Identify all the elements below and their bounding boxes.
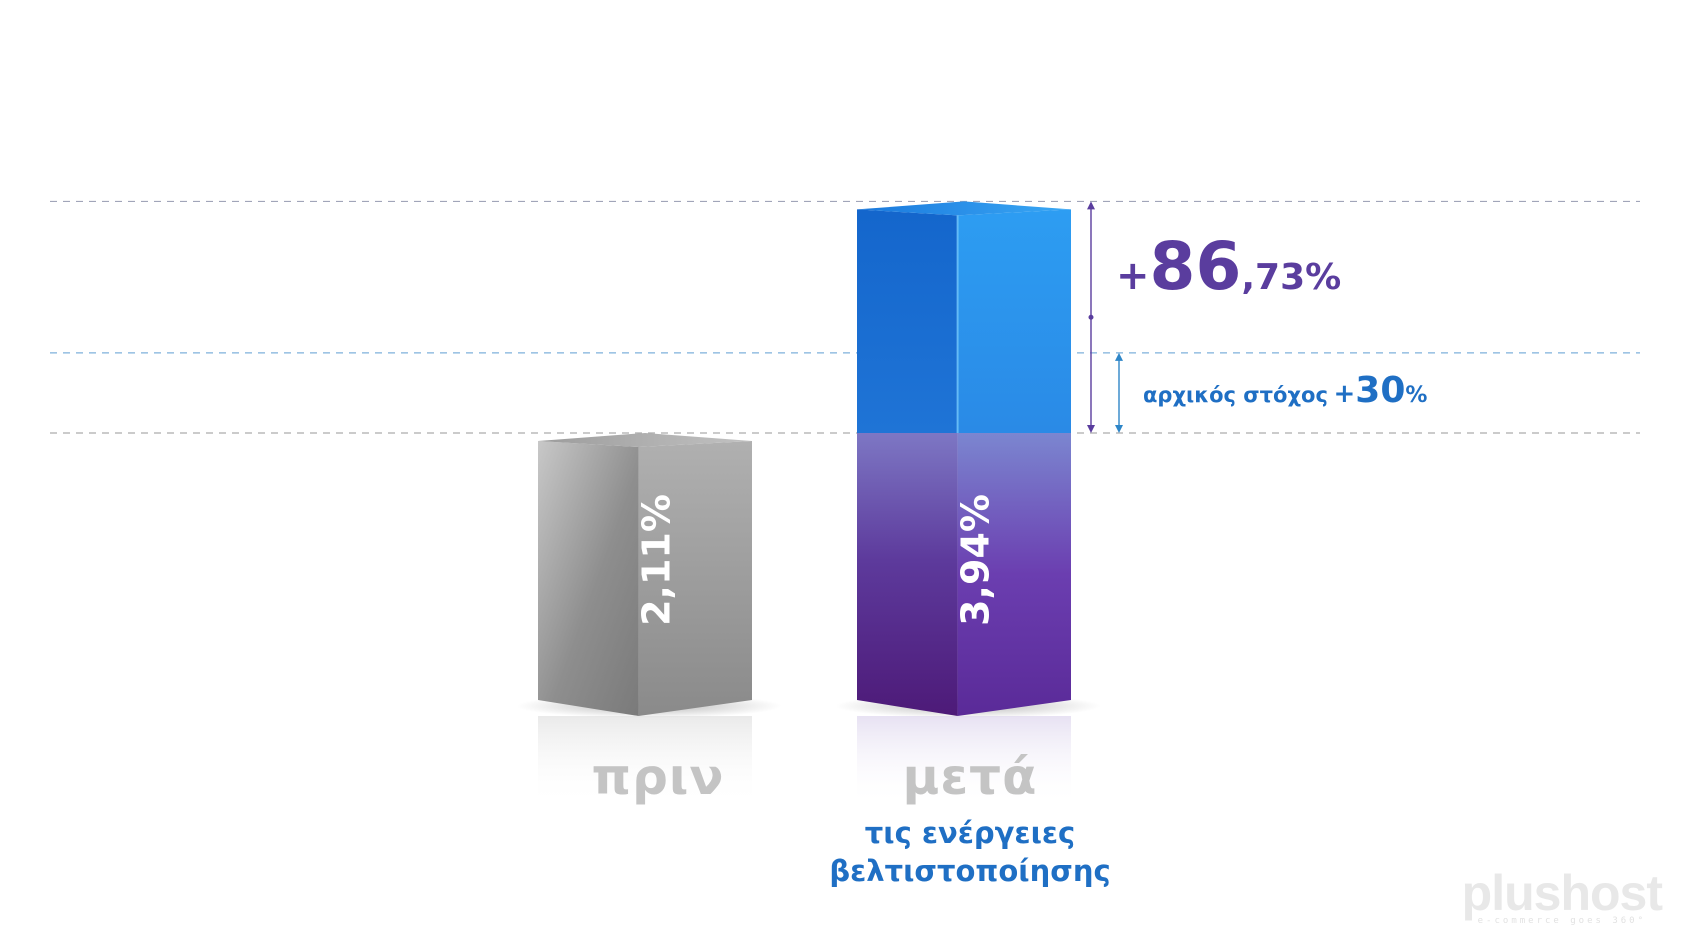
- bar-before: [516, 433, 782, 806]
- bar-reflection-after: [857, 716, 1071, 806]
- plushost-logo: plushost e-commerce goes 360°: [1461, 865, 1663, 926]
- bracket-goal-arrow-down: [1115, 425, 1123, 433]
- increase-decimal: ,73%: [1241, 257, 1342, 298]
- goal-text: αρχικός στόχος: [1143, 383, 1328, 407]
- reference-lines: [50, 200, 1640, 434]
- value-label-before: 2,11%: [635, 494, 679, 626]
- bar-face-right-after-base: [957, 433, 1071, 716]
- value-labels: 2,11% 3,94%: [635, 494, 998, 626]
- bracket-goal: [1115, 352, 1123, 433]
- goal-annotation: αρχικός στόχος +30%: [1143, 370, 1427, 411]
- category-label-before: πριν: [591, 748, 725, 806]
- goal-sign: +: [1333, 379, 1356, 409]
- category-label-after: μετά: [902, 748, 1038, 806]
- increase-integer: 86: [1149, 228, 1242, 305]
- logo-wordmark: plushost: [1461, 865, 1663, 921]
- bar-face-top-after: [857, 201, 1071, 216]
- bar-face-right-after-gain: [957, 209, 1071, 433]
- increase-annotation: +86,73%: [1116, 228, 1341, 305]
- bar-face-top-before: [538, 433, 752, 447]
- bracket-increase-arrow-up: [1087, 201, 1095, 210]
- logo-tagline: e-commerce goes 360°: [1477, 916, 1647, 926]
- bar-face-right-before: [638, 441, 752, 716]
- category-sublabel-after: τις ενέργειες βελτιστοποίησης: [790, 814, 1150, 890]
- value-label-after: 3,94%: [954, 494, 998, 626]
- increase-sign: +: [1116, 253, 1150, 299]
- sublabel-line-2: βελτιστοποίησης: [829, 854, 1111, 888]
- gridlines: [60, 85, 1630, 715]
- bracket-increase-dot: [1088, 314, 1094, 320]
- goal-number: 30: [1355, 370, 1406, 411]
- bar-face-left-after-gain: [857, 209, 958, 433]
- annotation-brackets: [1087, 201, 1123, 433]
- bars: [516, 201, 1101, 806]
- bar-face-left-before: [538, 441, 639, 716]
- bracket-goal-arrow-up: [1115, 352, 1123, 361]
- bracket-increase-arrow-down: [1087, 425, 1095, 433]
- sublabel-line-1: τις ενέργειες: [864, 816, 1076, 850]
- bar-face-left-after-base: [857, 433, 958, 716]
- goal-unit: %: [1405, 383, 1428, 408]
- bar-reflection-before: [538, 716, 752, 806]
- bar-after: [835, 201, 1101, 806]
